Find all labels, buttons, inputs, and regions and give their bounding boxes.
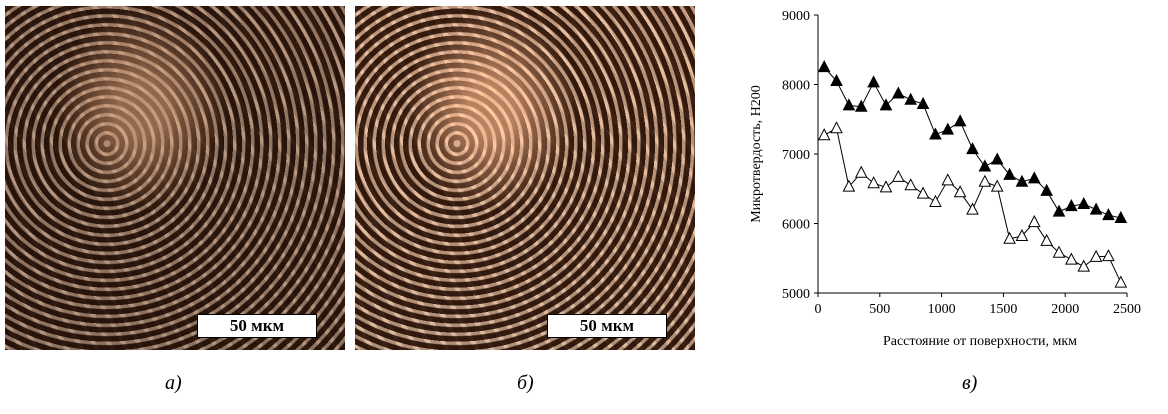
marker — [1054, 206, 1065, 217]
x-tick-label: 0 — [815, 302, 822, 317]
marker — [930, 129, 941, 140]
marker — [955, 186, 966, 197]
chart: Расстояние от поверхности, мкм Микротвер… — [720, 0, 1168, 360]
y-tick-label: 5000 — [782, 287, 810, 302]
marker — [918, 188, 929, 199]
marker — [979, 176, 990, 187]
marker — [880, 99, 891, 110]
y-tick-label: 6000 — [782, 218, 810, 233]
x-tick-label: 1500 — [989, 302, 1017, 317]
x-tick-label: 2500 — [1113, 302, 1141, 317]
scale-bar: 50 мкм — [547, 314, 667, 338]
marker — [1054, 247, 1065, 258]
marker — [893, 88, 904, 99]
marker — [905, 94, 916, 105]
marker — [1029, 216, 1040, 227]
y-tick-label: 8000 — [782, 79, 810, 94]
marker — [992, 154, 1003, 165]
marker — [856, 167, 867, 178]
y-tick-label: 7000 — [782, 148, 810, 163]
marker — [1041, 235, 1052, 246]
marker — [905, 179, 916, 190]
marker — [868, 177, 879, 188]
marker — [979, 161, 990, 172]
x-tick-label: 1000 — [928, 302, 956, 317]
scale-bar: 50 мкм — [197, 314, 317, 338]
marker — [1066, 254, 1077, 265]
marker — [868, 76, 879, 87]
marker — [955, 115, 966, 126]
panel-label: в) — [962, 372, 977, 395]
x-tick-label: 2000 — [1051, 302, 1079, 317]
marker — [819, 61, 830, 72]
marker — [967, 204, 978, 215]
marker — [1078, 198, 1089, 209]
marker — [880, 181, 891, 192]
marker — [1115, 277, 1126, 288]
marker — [1029, 172, 1040, 183]
marker — [1091, 251, 1102, 261]
marker — [893, 171, 904, 182]
marker — [1103, 209, 1114, 220]
x-tick-label: 500 — [869, 302, 890, 317]
marker — [942, 174, 953, 185]
panel-label: а) — [165, 372, 182, 395]
marker — [819, 129, 830, 140]
marker — [843, 99, 854, 110]
marker — [930, 196, 941, 207]
y-axis-title: Микротвердость, H200 — [749, 85, 764, 223]
marker — [1078, 261, 1089, 272]
x-axis-title: Расстояние от поверхности, мкм — [883, 334, 1077, 349]
marker — [831, 122, 842, 133]
marker — [1103, 250, 1114, 261]
panel-label: б) — [517, 372, 534, 395]
marker — [918, 98, 929, 109]
micrograph: 50 мкм — [355, 6, 695, 350]
y-tick-label: 9000 — [782, 9, 810, 24]
marker — [992, 181, 1003, 192]
marker — [967, 143, 978, 154]
marker — [942, 124, 953, 135]
marker — [1091, 204, 1102, 215]
page: 50 мкм 50 мкм а) б) в) Расстояние от пов… — [0, 0, 1168, 414]
micrograph: 50 мкм — [5, 6, 345, 350]
